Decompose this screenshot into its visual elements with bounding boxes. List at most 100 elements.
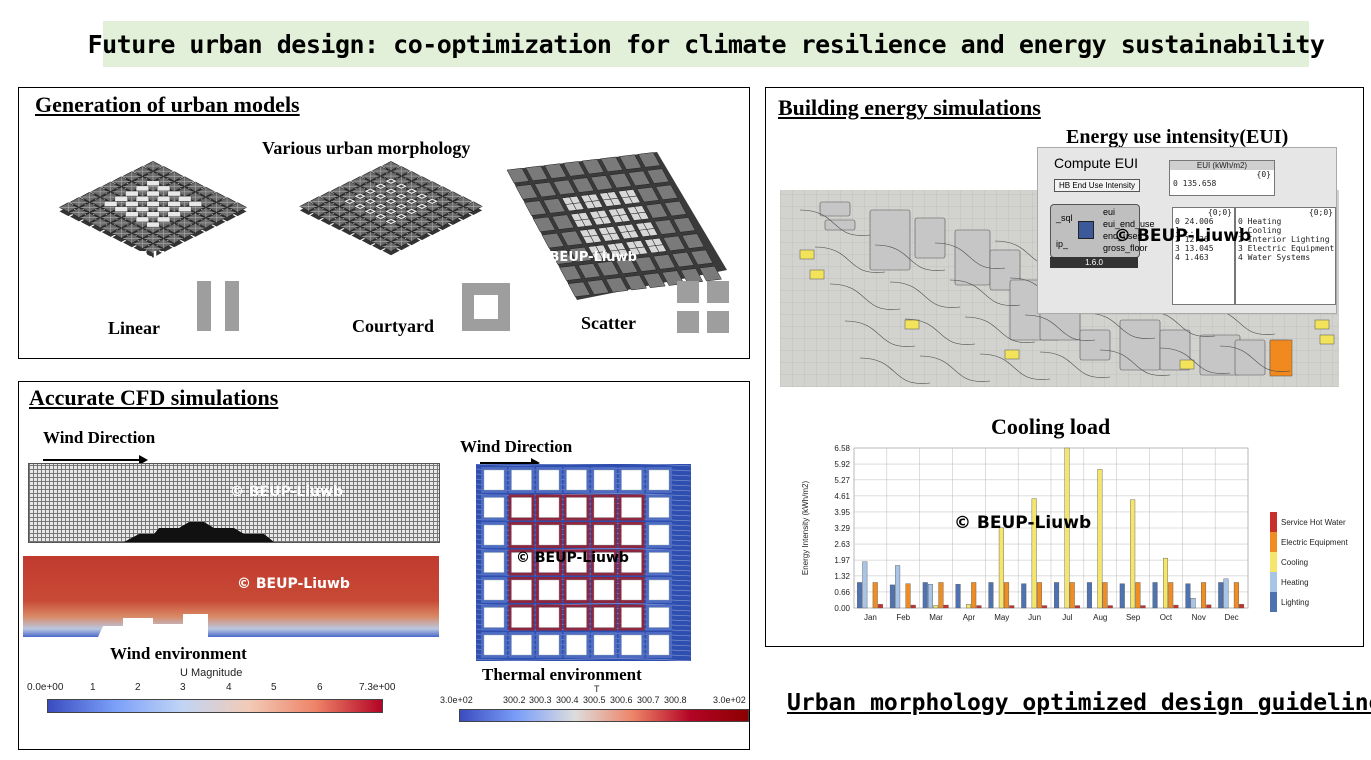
bar-heating-jan xyxy=(862,561,868,609)
eui-panel: EUI (kWh/m2) {0} 0 135.658 xyxy=(1169,160,1275,196)
bar-service-hot-water-apr xyxy=(976,605,982,609)
end-use-values-panel: {0;0} 0 24.006 1 ... 2 12.36 3 13.045 4 … xyxy=(1172,207,1235,305)
compute-eui-overlay: Compute EUI HB End Use Intensity _sql ip… xyxy=(1037,147,1337,314)
bar-lighting-apr xyxy=(955,583,961,609)
cooling-load-chart: 0.00 0.66 1.32 1.97 2.63 3.29 3.95 4.61 5.27 5.92… xyxy=(801,444,1348,622)
t-tick-7: 300.8 xyxy=(664,695,687,705)
cfd-panel: Accurate CFD simulations Wind Direction … xyxy=(18,381,750,750)
chart-xtick-label: Jan xyxy=(864,613,877,622)
compute-eui-node[interactable]: _sql ip_ eui eui_end_use end_uses gross_… xyxy=(1050,204,1155,258)
watermark-thermal: © BEUP-Liuwb xyxy=(516,550,629,566)
bar-electric-equipment-mar xyxy=(938,582,944,609)
output-gross-floor: gross_floor xyxy=(1103,243,1148,253)
bar-electric-equipment-nov xyxy=(1201,582,1207,609)
bar-service-hot-water-dec xyxy=(1239,604,1245,609)
bar-electric-equipment-sep xyxy=(1135,582,1141,609)
u-colorbar xyxy=(47,699,383,713)
cfd-title: Accurate CFD simulations xyxy=(29,385,279,410)
wind-direction-label-left: Wind Direction xyxy=(43,428,156,447)
legend-swatch-cooling xyxy=(1270,552,1277,572)
chart-ytick-label: 5.27 xyxy=(834,476,850,485)
design-guideline-text: Urban morphology optimized design guidel… xyxy=(787,690,1371,716)
chart-xtick-label: Sep xyxy=(1126,613,1141,622)
bar-cooling-mar xyxy=(933,605,939,609)
watermark-scatter: © BEUP-Liuwb xyxy=(532,250,637,265)
chart-ytick-label: 6.58 xyxy=(834,444,850,453)
bar-electric-equipment-feb xyxy=(905,583,911,609)
bar-service-hot-water-jun xyxy=(1042,605,1048,609)
chart-xtick-label: Jul xyxy=(1062,613,1072,622)
linear-label: Linear xyxy=(108,318,160,338)
courtyard-icon xyxy=(462,283,510,331)
legend-label: Cooling xyxy=(1281,558,1308,567)
end-use-value-3: 3 13.045 xyxy=(1175,244,1214,253)
bar-cooling-jul xyxy=(1064,447,1070,609)
chart-xtick-label: Aug xyxy=(1093,613,1107,622)
chart-ytick-label: 3.29 xyxy=(834,524,850,533)
bar-electric-equipment-jul xyxy=(1069,582,1075,609)
end-use-name-3: 3 Electric Equipment xyxy=(1238,244,1335,253)
bar-lighting-aug xyxy=(1086,582,1092,609)
bar-service-hot-water-jul xyxy=(1074,605,1080,609)
input-ip: ip_ xyxy=(1056,239,1069,249)
energy-title: Building energy simulations xyxy=(778,95,1041,120)
wind-environment-label: Wind environment xyxy=(110,644,247,663)
chart-ytick-label: 1.97 xyxy=(834,556,850,565)
t-colorbar-title: T xyxy=(594,684,600,694)
chart-xtick-label: Nov xyxy=(1192,613,1206,622)
chart-xtick-label: Dec xyxy=(1224,613,1238,622)
chart-xtick-label: May xyxy=(994,613,1009,622)
energy-panel: Building energy simulations Energy use i… xyxy=(765,87,1364,647)
t-tick-2: 300.3 xyxy=(529,695,552,705)
chart-ytick-label: 3.95 xyxy=(834,508,850,517)
bar-cooling-sep xyxy=(1130,499,1136,609)
eui-panel-title: EUI (kWh/m2) xyxy=(1170,161,1274,170)
bar-lighting-jan xyxy=(857,582,863,609)
bar-lighting-nov xyxy=(1185,583,1191,609)
courtyard-model-image xyxy=(299,161,483,256)
t-tick-6: 300.7 xyxy=(637,695,660,705)
hb-end-use-button[interactable]: HB End Use Intensity xyxy=(1054,179,1141,192)
bar-service-hot-water-feb xyxy=(910,604,916,609)
chart-xtick-label: Jun xyxy=(1028,613,1041,622)
legend-label: Heating xyxy=(1281,578,1309,587)
chart-ytick-label: 0.66 xyxy=(834,588,850,597)
bar-service-hot-water-mar xyxy=(943,604,949,609)
cfd-mesh-image xyxy=(28,463,440,543)
chart-ytick-label: 1.32 xyxy=(834,572,850,581)
cooling-title: Cooling load xyxy=(991,414,1111,439)
page-title: Future urban design: co-optimization for… xyxy=(87,29,1325,59)
input-sql: _sql xyxy=(1056,213,1073,223)
node-version: 1.6.0 xyxy=(1050,257,1138,268)
t-tick-4: 300.5 xyxy=(583,695,606,705)
end-use-name-1: 1 Cooling xyxy=(1238,226,1282,235)
t-tick-5: 300.6 xyxy=(610,695,633,705)
morphology-subtitle: Various urban morphology xyxy=(262,138,471,158)
eui-node-icon xyxy=(1078,221,1094,239)
bar-service-hot-water-may xyxy=(1009,605,1015,609)
linear-icon xyxy=(197,281,241,331)
bar-electric-equipment-jun xyxy=(1036,582,1042,609)
end-use-names-header: {0;0} xyxy=(1308,208,1333,217)
chart-ytick-label: 2.63 xyxy=(834,540,850,549)
u-tick-5: 5 xyxy=(271,682,277,693)
bar-lighting-mar xyxy=(922,582,928,609)
bar-lighting-oct xyxy=(1152,582,1158,609)
bar-lighting-jun xyxy=(1021,583,1027,609)
bar-electric-equipment-oct xyxy=(1168,582,1174,609)
end-use-name-4: 4 Water Systems xyxy=(1238,253,1311,262)
chart-xtick-label: Apr xyxy=(963,613,976,622)
bar-lighting-sep xyxy=(1119,583,1125,609)
generation-panel: Generation of urban models Various urban… xyxy=(18,87,750,359)
scatter-label: Scatter xyxy=(581,313,636,333)
legend-swatch-heating xyxy=(1270,572,1277,592)
output-eui: eui xyxy=(1103,207,1116,217)
bar-electric-equipment-aug xyxy=(1102,582,1108,609)
t-tick-1: 300.2 xyxy=(503,695,526,705)
legend-label: Service Hot Water xyxy=(1281,518,1346,527)
generation-title: Generation of urban models xyxy=(35,92,300,117)
bar-heating-dec xyxy=(1223,578,1229,609)
legend-label: Electric Equipment xyxy=(1281,538,1348,547)
bar-heating-feb xyxy=(895,565,901,609)
watermark-eui: © BEUP-Liuwb xyxy=(1114,226,1252,246)
